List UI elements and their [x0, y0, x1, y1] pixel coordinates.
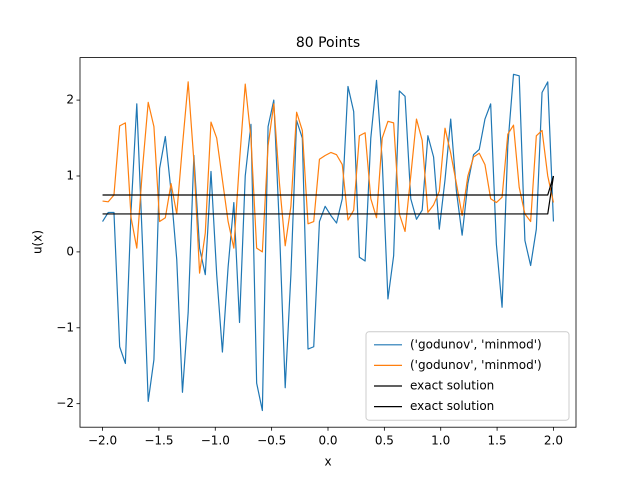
series-line [102, 175, 555, 196]
x-tick-label: 0.5 [375, 434, 394, 448]
series-line [102, 73, 555, 412]
x-tick-label: −1.0 [201, 434, 230, 448]
series-line [102, 81, 555, 274]
x-tick-label: 1.0 [431, 434, 450, 448]
x-tick-label: −0.5 [257, 434, 286, 448]
legend-label: ('godunov', 'minmod') [410, 337, 542, 351]
x-tick-label: 1.5 [488, 434, 507, 448]
legend-label: exact solution [410, 379, 494, 393]
x-axis-label: x [324, 455, 331, 469]
y-tick-label: 1 [66, 168, 74, 182]
chart-title: 80 Points [296, 35, 360, 51]
plot-frame [79, 57, 577, 428]
y-tick-label: 2 [66, 93, 74, 107]
x-tick-label: 0.0 [318, 434, 337, 448]
legend-label: ('godunov', 'minmod') [410, 358, 542, 372]
y-tick-label: −1 [56, 320, 74, 334]
y-tick-label: −2 [56, 396, 74, 410]
y-axis-label: u(x) [31, 230, 45, 254]
x-tick-label: 2.0 [544, 434, 563, 448]
x-tick-label: −1.5 [144, 434, 173, 448]
legend-box [365, 331, 570, 421]
legend-label: exact solution [410, 399, 494, 413]
y-tick-label: 0 [66, 244, 74, 258]
x-tick-label: −2.0 [88, 434, 117, 448]
series-line [102, 175, 555, 215]
